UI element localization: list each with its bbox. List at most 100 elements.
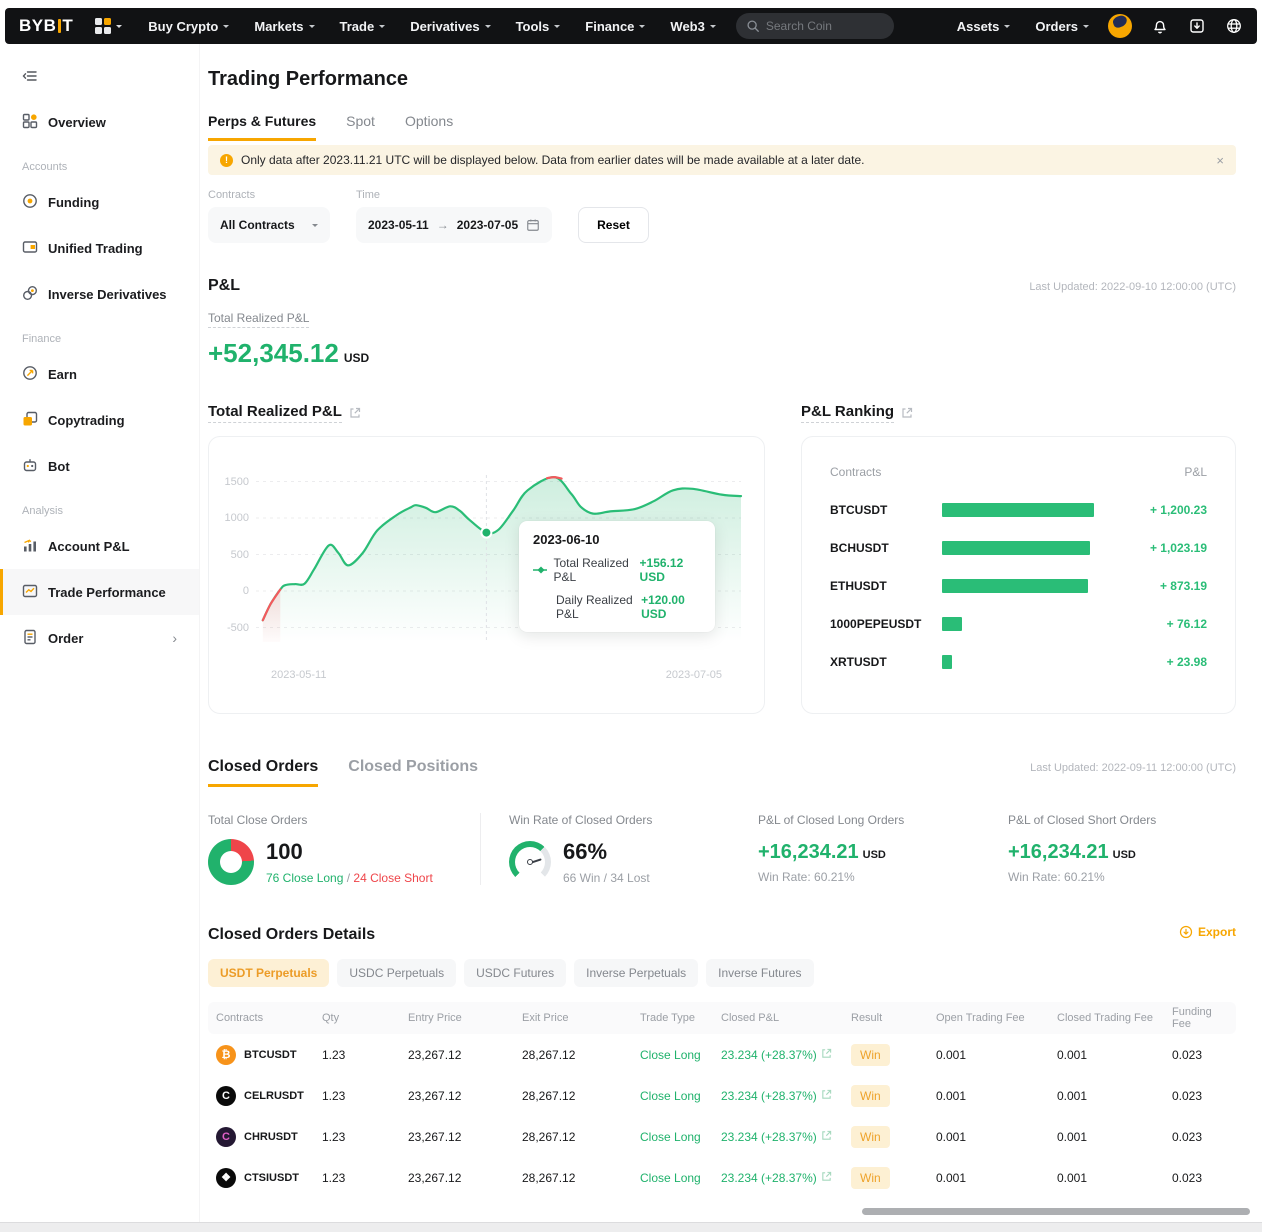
sidebar-item-unified-trading[interactable]: Unified Trading bbox=[0, 225, 199, 271]
notice-text: Only data after 2023.11.21 UTC will be d… bbox=[241, 153, 865, 167]
sidebar-item-order[interactable]: Order › bbox=[0, 615, 199, 661]
tab-spot[interactable]: Spot bbox=[346, 113, 375, 129]
tooltip-row-label: Total Realized P&L bbox=[553, 556, 629, 584]
bybit-logo[interactable]: BYB T bbox=[19, 16, 73, 36]
ranking-contract: XRTUSDT bbox=[830, 655, 887, 669]
ranking-col-contracts: Contracts bbox=[830, 465, 882, 479]
sidebar-item-label: Unified Trading bbox=[48, 240, 143, 256]
search-input[interactable] bbox=[765, 19, 876, 33]
external-link-icon bbox=[821, 1130, 832, 1144]
nav-item-markets[interactable]: Markets bbox=[254, 19, 315, 34]
entry-price-cell: 23,267.12 bbox=[408, 1047, 462, 1062]
sidebar-item-overview[interactable]: Overview bbox=[0, 99, 199, 145]
tab-options[interactable]: Options bbox=[404, 113, 454, 129]
tooltip-row-value: +120.00 USD bbox=[641, 593, 685, 621]
horizontal-scrollbar[interactable] bbox=[862, 1208, 1250, 1215]
y-axis-tick: 1500 bbox=[224, 475, 249, 488]
closed-pnl-link[interactable]: 23.234 (+28.37%) bbox=[721, 1048, 843, 1062]
sidebar-item-bot[interactable]: Bot bbox=[0, 443, 199, 489]
funding-fee-cell: 0.023 bbox=[1172, 1047, 1203, 1062]
sidebar-item-copytrading[interactable]: Copytrading bbox=[0, 397, 199, 443]
nav-item-trade[interactable]: Trade bbox=[340, 19, 386, 34]
date-from: 2023-05-11 bbox=[368, 218, 429, 232]
x-axis-label-start: 2023-05-11 bbox=[271, 669, 327, 681]
result-cell: Win bbox=[843, 1166, 928, 1189]
sidebar: Overview Accounts Funding Unified Trading In… bbox=[0, 44, 200, 1232]
reset-button[interactable]: Reset bbox=[578, 207, 649, 243]
chevron-down-icon bbox=[379, 25, 386, 31]
filter-chip-inverse-perpetuals[interactable]: Inverse Perpetuals bbox=[574, 959, 699, 987]
col-header: Funding Fee bbox=[1172, 1006, 1212, 1030]
date-range-picker[interactable]: 2023-05-11 → 2023-07-05 bbox=[356, 207, 553, 243]
tooltip-row-value: +156.12 USD bbox=[639, 556, 684, 584]
banner-close-icon[interactable]: × bbox=[1216, 152, 1224, 168]
chevron-right-icon: › bbox=[172, 630, 177, 646]
tab-perps-futures[interactable]: Perps & Futures bbox=[208, 113, 317, 141]
filter-chip-usdc-perpetuals[interactable]: USDC Perpetuals bbox=[337, 959, 457, 987]
avatar[interactable] bbox=[1108, 14, 1132, 38]
sidebar-item-label: Funding bbox=[48, 194, 100, 210]
closed-pnl-link[interactable]: 23.234 (+28.37%) bbox=[721, 1089, 843, 1103]
nav-item-assets[interactable]: Assets bbox=[957, 19, 1011, 34]
stat-win-rate: Win Rate of Closed Orders 66% 66 Win / 3… bbox=[480, 813, 730, 885]
pnl-section-title: P&L bbox=[208, 277, 240, 294]
trade-type-cell: Close Long bbox=[640, 1129, 701, 1144]
page-title: Trading Performance bbox=[208, 68, 409, 90]
unified-icon bbox=[22, 239, 38, 258]
notifications-bell-icon[interactable] bbox=[1151, 17, 1169, 35]
sidebar-item-earn[interactable]: Earn bbox=[0, 351, 199, 397]
external-link-icon[interactable] bbox=[349, 407, 361, 419]
y-axis-tick: 500 bbox=[230, 548, 249, 561]
sidebar-collapse-button[interactable] bbox=[0, 62, 199, 99]
tab-closed-positions[interactable]: Closed Positions bbox=[348, 758, 479, 775]
filter-chip-usdt-perpetuals[interactable]: USDT Perpetuals bbox=[208, 959, 330, 987]
contracts-select[interactable]: All Contracts bbox=[208, 207, 330, 243]
download-app-icon[interactable] bbox=[1188, 17, 1206, 35]
col-header: Qty bbox=[322, 1012, 340, 1024]
nav-item-tools[interactable]: Tools bbox=[516, 19, 561, 34]
nav-item-finance[interactable]: Finance bbox=[585, 19, 646, 34]
table-row[interactable]: C CELRUSDT 1.23 23,267.12 28,267.12 Close Lon… bbox=[208, 1075, 1236, 1116]
export-button[interactable]: Export bbox=[1179, 925, 1236, 939]
col-header: Trade Type bbox=[640, 1012, 696, 1024]
language-globe-icon[interactable] bbox=[1225, 17, 1243, 35]
nav-item-derivatives[interactable]: Derivatives bbox=[410, 19, 491, 34]
ranking-bar bbox=[942, 655, 952, 669]
stat-label: Total Close Orders bbox=[208, 813, 308, 827]
trade-type-cell: Close Long bbox=[640, 1047, 701, 1062]
nav-item-buy-crypto[interactable]: Buy Crypto bbox=[148, 19, 230, 34]
table-row[interactable]: ❖ CTSIUSDT 1.23 23,267.12 28,267.12 Close Lon… bbox=[208, 1157, 1236, 1198]
x-axis-label-end: 2023-07-05 bbox=[665, 669, 722, 681]
main-menu: Buy Crypto Markets Trade Derivatives Tools Fi… bbox=[148, 19, 716, 34]
search-box[interactable] bbox=[735, 13, 894, 39]
stat-label: Win Rate of Closed Orders bbox=[509, 813, 653, 827]
tab-closed-orders[interactable]: Closed Orders bbox=[208, 758, 319, 787]
ranking-col-pnl: P&L bbox=[1184, 465, 1207, 479]
sidebar-item-trade-performance[interactable]: Trade Performance bbox=[0, 569, 199, 615]
overview-icon bbox=[22, 113, 38, 132]
closed-pnl-link[interactable]: 23.234 (+28.37%) bbox=[721, 1130, 843, 1144]
filter-chip-inverse-futures[interactable]: Inverse Futures bbox=[706, 959, 814, 987]
nav-item-orders[interactable]: Orders bbox=[1035, 19, 1089, 34]
sidebar-item-account-p-l[interactable]: Account P&L bbox=[0, 523, 199, 569]
col-header: Open Trading Fee bbox=[936, 1012, 1025, 1024]
table-row[interactable]: ₿ BTCUSDT 1.23 23,267.12 28,267.12 Close Long… bbox=[208, 1034, 1236, 1075]
nav-item-web3[interactable]: Web3 bbox=[670, 19, 716, 34]
col-header: Exit Price bbox=[522, 1012, 569, 1024]
closed-pnl-link[interactable]: 23.234 (+28.37%) bbox=[721, 1171, 843, 1185]
chevron-down-icon bbox=[639, 25, 646, 31]
stat-total-close-orders: Total Close Orders 100 76 Close Long / 2… bbox=[208, 813, 480, 885]
sidebar-item-label: Bot bbox=[48, 458, 70, 474]
sidebar-item-inverse-derivatives[interactable]: Inverse Derivatives bbox=[0, 271, 199, 317]
close-long-count: 76 Close Long bbox=[266, 871, 344, 885]
table-row[interactable]: C CHRUSDT 1.23 23,267.12 28,267.12 Close Long… bbox=[208, 1116, 1236, 1157]
apps-menu-button[interactable] bbox=[95, 18, 123, 34]
filter-chip-usdc-futures[interactable]: USDC Futures bbox=[464, 959, 567, 987]
exit-price-cell: 28,267.12 bbox=[522, 1088, 576, 1103]
bot-icon bbox=[22, 457, 38, 476]
external-link-icon[interactable] bbox=[901, 407, 913, 419]
sidebar-item-label: Copytrading bbox=[48, 412, 125, 428]
exit-price-cell: 28,267.12 bbox=[522, 1047, 576, 1062]
export-icon bbox=[1179, 925, 1193, 939]
sidebar-item-funding[interactable]: Funding bbox=[0, 179, 199, 225]
